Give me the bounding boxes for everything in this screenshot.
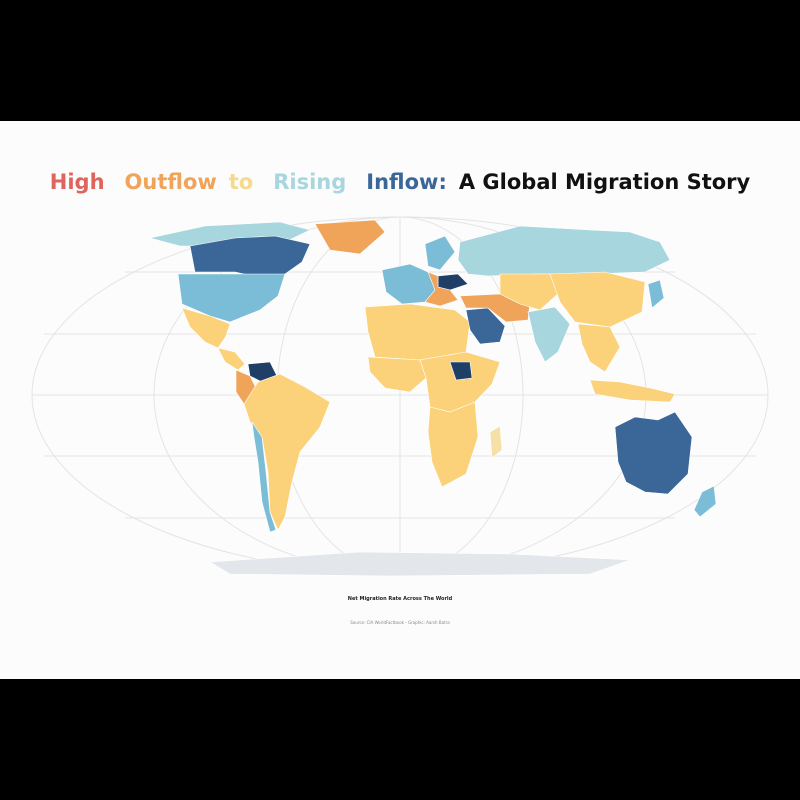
region-eastern-europe: [424, 271, 459, 307]
region-central-africa: [419, 351, 501, 413]
region-north-africa: [364, 303, 471, 361]
region-mexico: [181, 307, 231, 349]
map-source: Source: CIA WorldFactbook - Graphic: Aar…: [350, 620, 450, 625]
region-antarctica: [209, 551, 631, 577]
region-central-america: [217, 347, 246, 371]
region-scandinavia: [424, 235, 456, 271]
region-madagascar: [489, 425, 503, 459]
region-south-sudan: [449, 361, 473, 381]
world-map: [31, 216, 769, 577]
title-word-rising: Rising: [273, 170, 347, 194]
region-canada: [189, 235, 311, 279]
region-chile: [251, 421, 277, 533]
title-rest: A Global Migration Story: [458, 170, 751, 194]
region-ukraine: [437, 273, 469, 291]
title-word-high: High: [49, 170, 105, 194]
title-word-to: to: [228, 170, 254, 194]
map-caption: Net Migration Rate Across The World: [347, 596, 453, 602]
title-word-inflow: Inflow:: [366, 170, 447, 194]
region-usa: [177, 273, 286, 323]
region-south-america: [243, 373, 331, 531]
region-australia: [614, 411, 693, 495]
region-china: [549, 271, 646, 328]
region-new-zealand: [693, 485, 717, 518]
region-indonesia: [589, 379, 676, 403]
region-india: [527, 306, 571, 363]
region-japan: [647, 279, 665, 309]
region-southeast-asia: [577, 323, 621, 373]
region-southern-africa: [427, 401, 479, 488]
map-title: High Outflow to Rising Inflow: A Global Migra…: [0, 170, 800, 194]
title-word-outflow: Outflow: [124, 170, 217, 194]
region-greenland: [314, 219, 386, 255]
region-west-africa: [367, 356, 427, 393]
region-russia: [457, 225, 671, 277]
